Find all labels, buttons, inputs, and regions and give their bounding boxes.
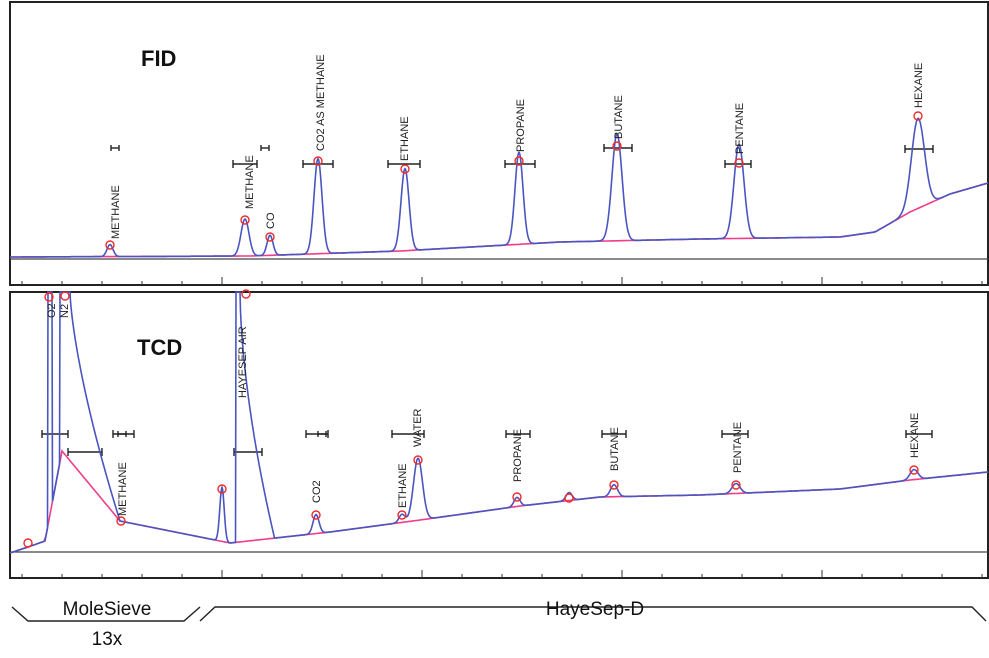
integration-bracket-4 [603, 144, 633, 152]
molesieve-column-sublabel: 13x [92, 629, 123, 650]
peak-marker-17 [397, 510, 407, 520]
fid-detector-label: FID [141, 46, 176, 71]
peak-marker-19 [512, 492, 522, 502]
tcd-peak-label-propane: PROPANE [512, 429, 524, 482]
peak-marker-2 [240, 215, 250, 225]
peak-marker-3 [265, 232, 275, 242]
tcd-peak-label-methane: METHANE [117, 462, 129, 516]
fid-peak-label-methane-1: METHANE [110, 185, 122, 239]
bracket-mark-1 [110, 145, 120, 151]
tcd-trace [9, 291, 989, 554]
peak-marker-7 [612, 141, 622, 151]
integration-bracket-16 [905, 430, 933, 438]
peak-marker-5 [400, 164, 410, 174]
peak-marker-14 [217, 484, 227, 494]
peak-marker-6 [514, 156, 524, 166]
peak-marker-11 [44, 292, 54, 302]
peak-marker-16 [311, 510, 321, 520]
molesieve-column-label: MoleSieve [63, 599, 152, 620]
integration-bracket-2 [387, 160, 421, 168]
tcd-peak-label-butane: BUTANE [609, 427, 621, 471]
hayesep-column-label: HayeSep-D [546, 599, 644, 620]
integration-bracket-5 [724, 160, 752, 168]
integration-bracket-7 [41, 430, 69, 438]
fid-peak-label-methane-2: METHANE [244, 155, 256, 209]
integration-bracket-13 [505, 430, 531, 438]
tcd-peak-label-pentane: PENTANE [732, 422, 744, 473]
fid-peak-label-pentane: PENTANE [734, 103, 746, 154]
peak-marker-15 [241, 289, 251, 299]
tcd-peak-label-hexane: HEXANE [909, 413, 921, 458]
tcd-panel-frame [9, 291, 989, 579]
peak-marker-12 [60, 291, 70, 301]
integration-bracket-8 [67, 448, 103, 456]
integration-bracket-17 [232, 160, 258, 168]
fid-peak-label-butane: BUTANE [613, 95, 625, 139]
integration-bracket-1 [302, 160, 334, 168]
peak-marker-8 [734, 158, 744, 168]
fid-peak-label-propane: PROPANE [515, 99, 527, 152]
peak-marker-20 [564, 493, 574, 503]
tcd-peak-label-hayesep-air: HAYESEP AIR [237, 326, 249, 398]
hayesep-range-bracket [199, 606, 987, 622]
tcd-detector-label: TCD [137, 335, 182, 360]
fid-peak-label-co: CO [265, 212, 277, 229]
fid-peak-label-hexane: HEXANE [913, 63, 925, 108]
fid-peak-label-co2-as-methane: CO2 AS METHANE [315, 54, 327, 151]
peak-marker-10 [23, 538, 33, 548]
peak-marker-21 [609, 480, 619, 490]
bracket-mark-3 [117, 431, 127, 437]
tcd-peak-label-n2: N2 [59, 304, 71, 318]
peak-marker-4 [313, 156, 323, 166]
tcd-peak-label-o2: O2 [46, 303, 58, 318]
fid-peak-label-ethane: ETHANE [399, 116, 411, 161]
peak-marker-22 [731, 480, 741, 490]
fid-panel-frame [9, 1, 989, 286]
bracket-mark-4 [317, 431, 327, 437]
tcd-peak-label-water: WATER [412, 408, 424, 447]
tcd-peak-label-ethane: ETHANE [397, 463, 409, 508]
peak-marker-1 [105, 240, 115, 250]
molesieve-range-bracket [11, 606, 201, 622]
integration-bracket-12 [391, 430, 425, 438]
integration-bracket-15 [721, 430, 749, 438]
bracket-mark-2 [260, 145, 270, 151]
peak-marker-13 [116, 516, 126, 526]
fid-trace [10, 117, 989, 258]
integration-bracket-14 [601, 430, 627, 438]
tcd-baseline [9, 449, 989, 554]
integration-bracket-3 [504, 160, 536, 168]
tcd-peak-label-co2: CO2 [311, 480, 323, 503]
peak-marker-23 [909, 465, 919, 475]
integration-bracket-6 [904, 145, 934, 153]
peak-marker-9 [913, 111, 923, 121]
peak-marker-18 [413, 455, 423, 465]
